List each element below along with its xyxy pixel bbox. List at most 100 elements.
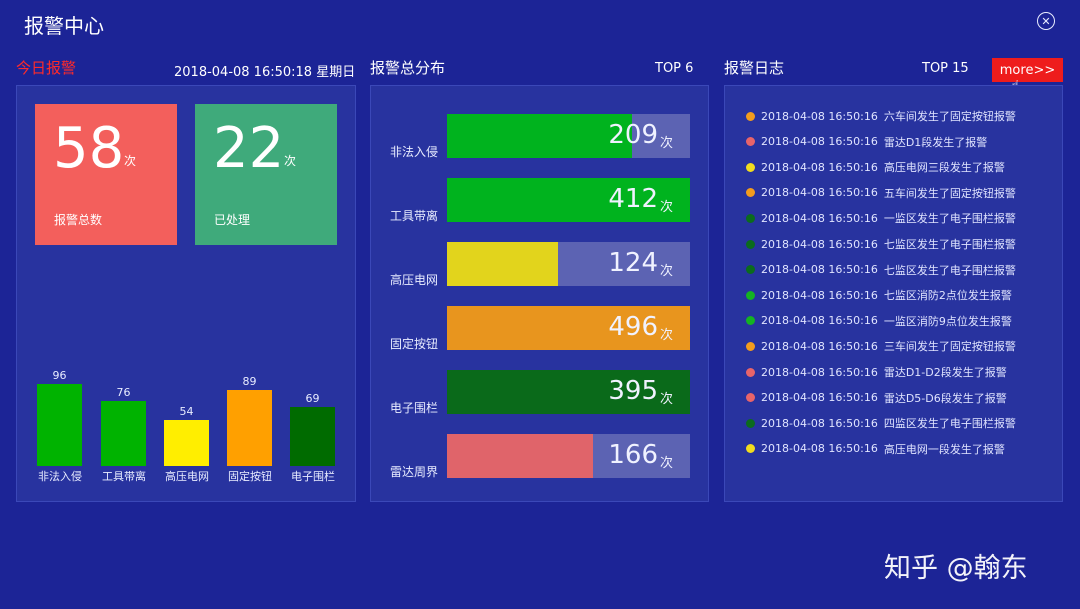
log-item[interactable]: 2018-04-08 16:50:16 七监区消防2点位发生报警: [746, 286, 1012, 304]
bar[interactable]: [227, 390, 272, 466]
log-item[interactable]: 2018-04-08 16:50:16 高压电网三段发生了报警: [746, 158, 1005, 176]
distribution-bar[interactable]: 166 次: [447, 434, 690, 478]
log-item[interactable]: 2018-04-08 16:50:16 四监区发生了电子围栏报警: [746, 414, 1016, 432]
distribution-bar[interactable]: 209 次: [447, 114, 690, 158]
distribution-bar-fill: [447, 434, 593, 478]
handled-alarm-unit: 次: [284, 154, 297, 168]
distribution-label: 固定按钮: [390, 337, 439, 351]
bar-category-label: 工具带离: [102, 470, 146, 483]
log-message: 雷达D1-D2段发生了报警: [883, 366, 1007, 379]
distribution-unit: 次: [659, 328, 673, 343]
log-item[interactable]: 2018-04-08 16:50:16 七监区发生了电子围栏报警: [746, 235, 1016, 253]
status-dot-icon: [746, 290, 755, 300]
status-dot-icon: [746, 213, 755, 223]
log-item[interactable]: 2018-04-08 16:50:16 一监区消防9点位发生报警: [746, 312, 1012, 330]
distribution-bar[interactable]: 395 次: [447, 370, 690, 414]
more-button[interactable]: more>>: [992, 58, 1063, 82]
distribution-bar-fill: [447, 178, 690, 222]
bar-value-label: 96: [52, 369, 67, 383]
status-dot-icon: [746, 444, 755, 454]
log-item[interactable]: 2018-04-08 16:50:16 五车间发生了固定按钮报警: [746, 184, 1016, 202]
distribution-label: 非法入侵: [390, 145, 439, 159]
window-title: 报警中心: [24, 14, 104, 38]
handled-alarm-label: 已处理: [214, 213, 251, 227]
status-dot-icon: [746, 393, 755, 403]
status-dot-icon: [746, 111, 755, 121]
distribution-label: 工具带离: [390, 209, 439, 223]
distribution-value: 124: [608, 248, 658, 278]
distribution-label: 雷达周界: [390, 465, 439, 479]
bar[interactable]: [290, 407, 335, 466]
bar-value-label: 76: [116, 386, 131, 400]
distribution-panel: 非法入侵 209 次工具带离 412 次高压电网 124 次固定按钮 496 次电子围栏 395 次…: [370, 85, 709, 502]
log-time: 2018-04-08 16:50:16: [761, 186, 878, 200]
distribution-bar[interactable]: 496 次: [447, 306, 690, 350]
bar-category-label: 高压电网: [165, 470, 209, 483]
log-message: 高压电网一段发生了报警: [883, 442, 1005, 456]
log-message: 五车间发生了固定按钮报警: [883, 186, 1016, 200]
bar-category-label: 非法入侵: [38, 470, 82, 483]
bar[interactable]: [37, 384, 82, 466]
bar-value-label: 54: [179, 405, 194, 419]
bar[interactable]: [101, 401, 146, 466]
log-item[interactable]: 2018-04-08 16:50:16 七监区发生了电子围栏报警: [746, 261, 1016, 279]
status-dot-icon: [746, 239, 755, 249]
bar[interactable]: [164, 420, 209, 466]
distribution-value: 395: [608, 376, 658, 406]
status-dot-icon: [746, 188, 755, 198]
status-dot-icon: [746, 341, 755, 351]
distribution-bar-fill: [447, 306, 690, 350]
log-time: 2018-04-08 16:50:16: [761, 365, 878, 379]
log-message: 七监区发生了电子围栏报警: [883, 263, 1016, 277]
bar-value-label: 69: [305, 392, 320, 406]
total-alarm-label: 报警总数: [54, 213, 103, 227]
close-button[interactable]: ✕: [1037, 12, 1055, 30]
distribution-bar[interactable]: 412 次: [447, 178, 690, 222]
bar-category-label: 固定按钮: [228, 470, 272, 483]
status-dot-icon: [746, 367, 755, 377]
log-time: 2018-04-08 16:50:16: [761, 288, 878, 302]
log-message: 高压电网三段发生了报警: [883, 161, 1005, 175]
distribution-unit: 次: [659, 200, 673, 215]
log-top-label: TOP 15: [922, 61, 969, 76]
distribution-unit: 次: [659, 264, 673, 279]
log-time: 2018-04-08 16:50:16: [761, 339, 878, 353]
bar-category-label: 电子围栏: [291, 470, 335, 483]
log-item[interactable]: 2018-04-08 16:50:16 雷达D1段发生了报警: [746, 133, 987, 151]
status-dot-icon: [746, 316, 755, 326]
log-message: 七监区消防2点位发生报警: [883, 289, 1012, 303]
log-time: 2018-04-08 16:50:16: [761, 263, 878, 277]
total-alarm-count: 58: [53, 116, 125, 181]
log-message: 一监区消防9点位发生报警: [883, 314, 1012, 328]
log-message: 七监区发生了电子围栏报警: [883, 238, 1016, 251]
distribution-bar-fill: [447, 370, 690, 414]
log-item[interactable]: 2018-04-08 16:50:16 六车间发生了固定按钮报警: [746, 107, 1016, 125]
watermark: 知乎 @翰东: [884, 553, 1028, 584]
log-message: 四监区发生了电子围栏报警: [883, 417, 1016, 431]
distribution-unit: 次: [659, 392, 673, 407]
handled-alarm-count: 22: [213, 116, 285, 181]
log-item[interactable]: 2018-04-08 16:50:16 三车间发生了固定按钮报警: [746, 337, 1016, 355]
total-alarm-card[interactable]: 58 次 报警总数: [35, 104, 177, 245]
log-panel: 2018-04-08 16:50:16 六车间发生了固定按钮报警 2018-04-0…: [724, 85, 1063, 502]
log-message: 三车间发生了固定按钮报警: [883, 340, 1016, 354]
distribution-bar[interactable]: 124 次: [447, 242, 690, 286]
handled-alarm-card[interactable]: 22 次 已处理: [195, 104, 337, 245]
today-datetime: 2018-04-08 16:50:18 星期日: [174, 65, 356, 80]
log-item[interactable]: 2018-04-08 16:50:16 雷达D5-D6段发生了报警: [746, 389, 1007, 407]
distribution-bar-fill: [447, 114, 632, 158]
log-item[interactable]: 2018-04-08 16:50:16 雷达D1-D2段发生了报警: [746, 363, 1007, 381]
total-alarm-unit: 次: [124, 154, 137, 168]
log-item[interactable]: 2018-04-08 16:50:16 一监区发生了电子围栏报警: [746, 209, 1016, 227]
log-item[interactable]: 2018-04-08 16:50:16 高压电网一段发生了报警: [746, 440, 1005, 458]
distribution-unit: 次: [659, 456, 673, 471]
status-dot-icon: [746, 418, 755, 428]
log-time: 2018-04-08 16:50:16: [761, 314, 878, 328]
distribution-value: 412: [608, 184, 658, 214]
distribution-heading: 报警总分布: [370, 59, 446, 77]
distribution-value: 496: [608, 312, 658, 342]
log-time: 2018-04-08 16:50:16: [761, 211, 878, 225]
status-dot-icon: [746, 265, 755, 275]
log-time: 2018-04-08 16:50:16: [761, 237, 878, 251]
distribution-unit: 次: [659, 136, 673, 151]
